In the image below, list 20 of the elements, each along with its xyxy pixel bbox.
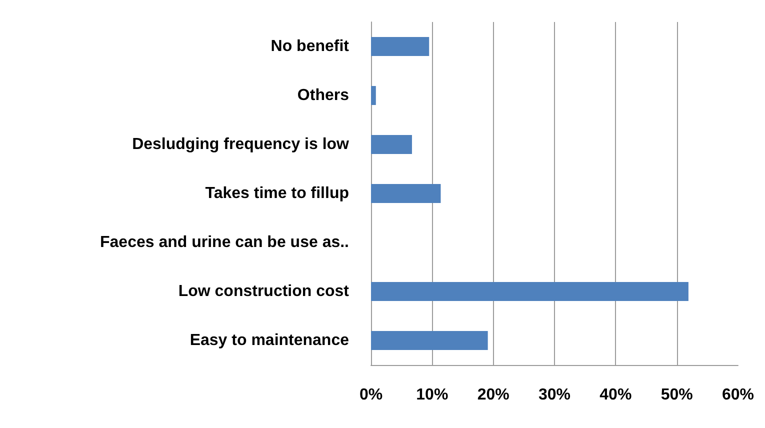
bar xyxy=(371,184,441,203)
bar xyxy=(371,37,430,56)
bar xyxy=(371,331,488,350)
x-tick-label: 10% xyxy=(416,386,448,404)
y-tick-label: Others xyxy=(297,87,350,104)
y-tick-label: Takes time to fillup xyxy=(205,185,350,202)
y-tick-label: Low construction cost xyxy=(178,283,350,300)
x-tick-label: 30% xyxy=(538,386,571,404)
bar xyxy=(371,135,412,154)
x-tick-label: 60% xyxy=(722,386,754,404)
x-tick-label: 0% xyxy=(359,386,383,404)
x-tick-label: 40% xyxy=(600,386,632,404)
x-tick-label: 20% xyxy=(477,386,510,404)
bar xyxy=(371,282,688,301)
bar xyxy=(371,86,376,105)
y-tick-label: Faeces and urine can be use as.. xyxy=(100,234,349,251)
y-tick-label: Desludging frequency is low xyxy=(132,136,350,153)
y-tick-label: Easy to maintenance xyxy=(190,332,350,349)
x-tick-label: 50% xyxy=(660,386,693,404)
y-tick-label: No benefit xyxy=(270,38,350,55)
